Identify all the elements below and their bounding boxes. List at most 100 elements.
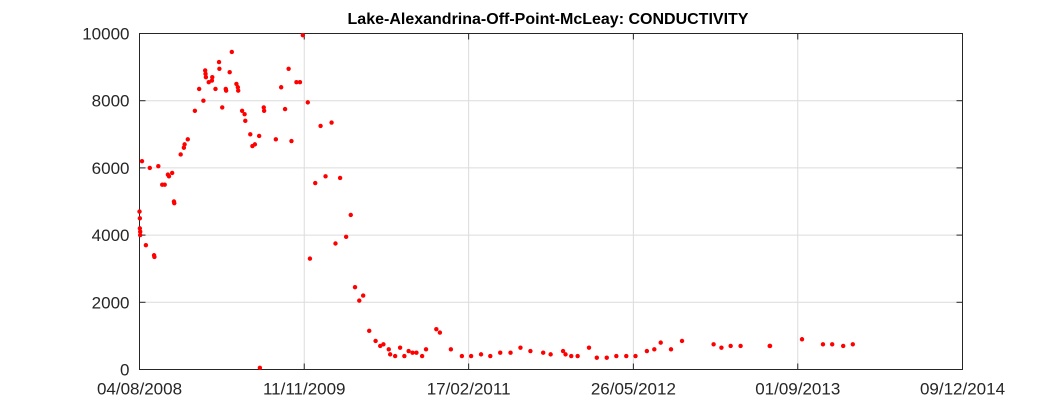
data-point [169,170,175,176]
data-point [414,350,419,355]
data-point [286,66,291,71]
data-point [313,180,318,186]
x-tick-label: 26/05/2012 [591,380,676,399]
data-point [329,120,334,125]
data-point [563,352,568,357]
y-tick-label: 0 [120,361,129,380]
x-tick-label: 17/02/2011 [427,380,511,399]
data-point [850,342,855,347]
data-point [181,145,187,150]
data-point [357,298,362,303]
data-point [594,355,600,360]
data-point [307,256,313,261]
data-point [478,352,484,357]
data-point [209,78,215,83]
data-point [147,165,152,171]
data-point [711,342,716,347]
data-point [202,68,208,73]
data-point [644,348,650,354]
data-point [459,353,465,359]
data-point [294,80,299,85]
data-point [138,232,143,238]
data-point [508,350,513,355]
data-points [137,32,855,371]
data-point [679,338,685,344]
data-point [560,348,566,354]
data-point [185,137,190,142]
data-point [437,330,443,335]
data-point [652,347,657,352]
data-point [278,85,284,90]
data-point [406,348,411,354]
data-point [139,158,145,164]
y-tick-label: 6000 [92,159,130,178]
data-point [323,174,328,179]
data-point [282,106,288,112]
data-point [719,345,724,350]
data-point [152,254,157,260]
data-point [137,216,143,221]
gridlines [139,33,963,370]
data-point [337,175,343,181]
data-point [297,80,303,85]
data-point [242,111,247,117]
data-point [217,66,222,71]
y-tick-label: 8000 [92,92,130,111]
data-point [540,350,546,355]
data-point [586,345,592,350]
data-point [820,342,826,347]
data-point [210,74,215,80]
data-point [498,350,503,355]
data-point [658,340,663,345]
data-point [767,343,773,349]
data-point [156,164,161,169]
data-point [261,108,267,113]
data-point [668,347,674,352]
y-tick-label: 4000 [92,226,130,245]
data-point [624,353,629,359]
data-point [423,347,429,352]
data-point [575,353,580,359]
data-point [257,365,263,371]
data-point [488,353,493,359]
data-point [137,226,143,231]
data-point [614,353,619,359]
axis-ticks: 04/08/2008 11/11/2009 17/02/2011 26/05/2012… [82,25,1005,399]
data-point [397,345,403,350]
data-point [203,74,209,80]
data-point [841,343,846,349]
y-tick-label: 2000 [92,293,130,312]
data-point [419,353,425,359]
data-point [239,108,245,113]
data-point [373,338,378,344]
data-point [229,49,235,55]
data-point [381,342,386,347]
data-point [352,284,358,290]
data-point [728,343,733,349]
data-point [273,137,279,142]
data-point [333,241,338,246]
data-point [402,353,407,359]
data-point [172,200,177,206]
data-point [138,229,143,234]
x-tick-label: 11/11/2009 [263,380,346,399]
data-point [434,326,439,332]
data-point [738,343,743,349]
data-point [305,100,310,105]
data-point [203,71,208,77]
data-point [289,138,294,144]
data-point [386,347,391,352]
data-point [213,86,218,92]
data-point [367,328,372,334]
data-point [343,234,349,239]
data-point [633,353,638,359]
data-point [216,59,222,65]
data-point [548,352,553,357]
data-point [137,209,142,214]
data-point [227,69,232,75]
data-point [387,352,393,357]
data-point [799,337,805,342]
data-point [829,342,835,347]
data-point [182,142,187,147]
